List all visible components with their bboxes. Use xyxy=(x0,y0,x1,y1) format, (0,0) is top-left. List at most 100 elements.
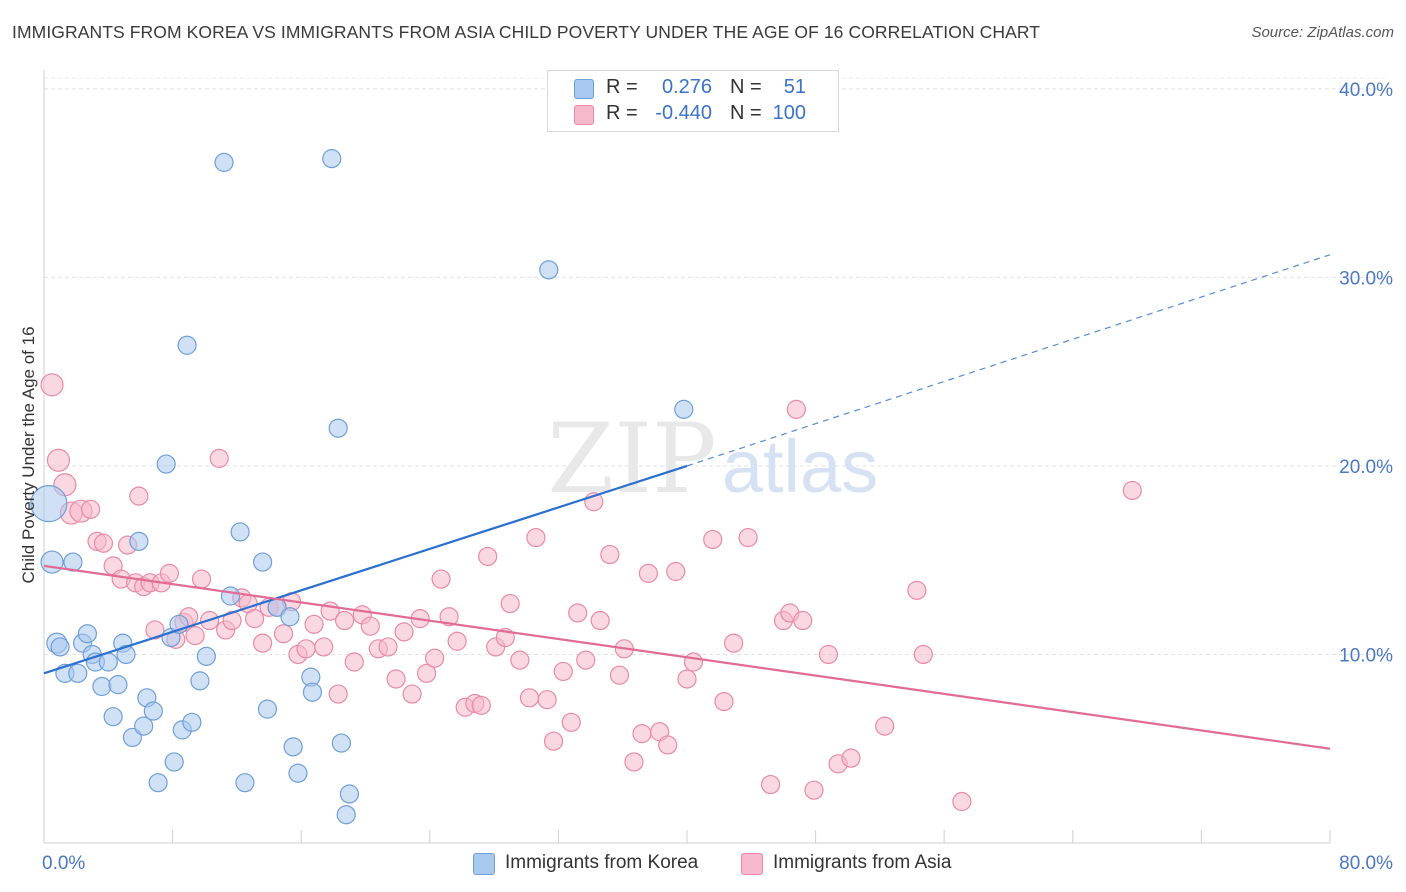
point-asia xyxy=(714,691,734,712)
trend-line-korea xyxy=(43,464,688,675)
point-korea xyxy=(235,773,255,793)
point-korea xyxy=(129,531,149,551)
point-asia xyxy=(402,684,422,704)
y-tick-label: 40.0% xyxy=(1339,80,1393,101)
point-asia xyxy=(609,665,630,685)
point-korea xyxy=(257,699,278,719)
legend-n-label: N = xyxy=(730,102,762,124)
point-korea xyxy=(148,773,168,793)
point-asia xyxy=(519,688,540,708)
point-korea xyxy=(331,733,351,753)
legend-r-label: R = xyxy=(606,102,638,124)
point-asia xyxy=(185,626,205,646)
point-korea xyxy=(539,260,559,280)
point-asia xyxy=(804,780,824,800)
x-tick-label: 80.0% xyxy=(1339,853,1393,874)
point-korea xyxy=(63,552,83,572)
point-asia xyxy=(304,614,324,634)
y-tick-label: 20.0% xyxy=(1339,457,1393,478)
point-asia xyxy=(703,529,723,550)
point-korea xyxy=(339,784,360,804)
point-korea xyxy=(328,418,348,438)
point-asia xyxy=(328,684,348,704)
point-asia xyxy=(40,373,64,397)
point-asia xyxy=(786,399,806,419)
axes xyxy=(43,70,1331,844)
point-asia xyxy=(378,637,398,657)
point-korea xyxy=(280,607,300,627)
point-korea xyxy=(674,399,694,419)
legend-n-value: 100 xyxy=(772,102,806,124)
watermark: ZIP atlas xyxy=(547,403,878,515)
legend-r-value: 0.276 xyxy=(661,76,712,98)
point-asia xyxy=(273,624,294,644)
x-tick-label: 0.0% xyxy=(42,853,85,874)
point-asia xyxy=(600,544,620,565)
point-asia xyxy=(209,448,229,468)
point-asia xyxy=(93,533,114,553)
watermark-atlas: atlas xyxy=(722,425,878,508)
point-korea xyxy=(134,716,154,736)
point-korea xyxy=(143,701,163,721)
trend-lines xyxy=(43,254,1331,750)
point-asia xyxy=(81,499,101,519)
bottom-legend-swatch-asia xyxy=(741,853,763,875)
point-asia xyxy=(46,448,71,472)
point-asia xyxy=(576,650,596,670)
point-korea xyxy=(177,335,197,355)
point-korea xyxy=(30,485,68,523)
point-asia xyxy=(724,633,744,653)
point-asia xyxy=(447,631,467,651)
point-korea xyxy=(302,682,323,702)
point-asia xyxy=(360,616,380,636)
point-asia xyxy=(344,652,364,672)
bottom-legend-label-asia: Immigrants from Asia xyxy=(773,852,952,873)
point-korea xyxy=(108,675,128,695)
source-label: Source: ZipAtlas.com xyxy=(1251,24,1394,41)
legend-swatch-asia xyxy=(574,105,594,125)
tick-labels: 10.0% 20.0% 30.0% 40.0% 0.0% 80.0% xyxy=(42,80,1393,874)
point-asia xyxy=(159,563,179,583)
point-korea xyxy=(336,805,356,825)
point-asia xyxy=(537,690,557,710)
point-korea xyxy=(103,707,123,727)
legend-row-korea: R = 0.276 N = 51 xyxy=(548,75,838,101)
point-asia xyxy=(335,610,355,631)
point-korea xyxy=(116,644,136,665)
point-asia xyxy=(568,603,588,623)
point-asia xyxy=(666,561,686,582)
series-korea-points xyxy=(30,149,694,825)
point-korea xyxy=(156,454,176,474)
point-asia xyxy=(913,644,933,665)
point-asia xyxy=(478,546,498,567)
correlation-legend: R = 0.276 N = 51 R = -0.440 N = 100 xyxy=(547,70,839,132)
point-asia xyxy=(510,650,530,670)
point-korea xyxy=(40,550,64,574)
point-korea xyxy=(68,663,88,683)
point-korea xyxy=(92,676,112,697)
point-asia xyxy=(590,610,610,631)
point-asia xyxy=(624,752,644,772)
point-asia xyxy=(738,527,758,548)
point-asia xyxy=(191,569,212,589)
trend-line-korea-extension xyxy=(686,254,1331,467)
point-asia xyxy=(145,620,165,640)
point-korea xyxy=(220,586,241,606)
point-asia xyxy=(296,639,316,659)
point-korea xyxy=(322,149,342,169)
point-korea xyxy=(253,552,273,572)
point-korea xyxy=(214,152,234,172)
y-tick-label: 30.0% xyxy=(1339,268,1393,289)
watermark-zip: ZIP xyxy=(547,403,716,515)
legend-swatch-korea xyxy=(574,79,594,99)
y-tick-label: 10.0% xyxy=(1339,645,1393,666)
bottom-legend-label-korea: Immigrants from Korea xyxy=(505,852,699,873)
point-asia xyxy=(561,712,581,732)
bottom-legend-swatch-korea xyxy=(473,853,495,875)
point-asia xyxy=(314,637,334,657)
legend-r-value: -0.440 xyxy=(655,102,712,124)
point-asia xyxy=(632,724,652,744)
point-asia xyxy=(818,644,839,665)
legend-row-asia: R = -0.440 N = 100 xyxy=(548,101,838,127)
